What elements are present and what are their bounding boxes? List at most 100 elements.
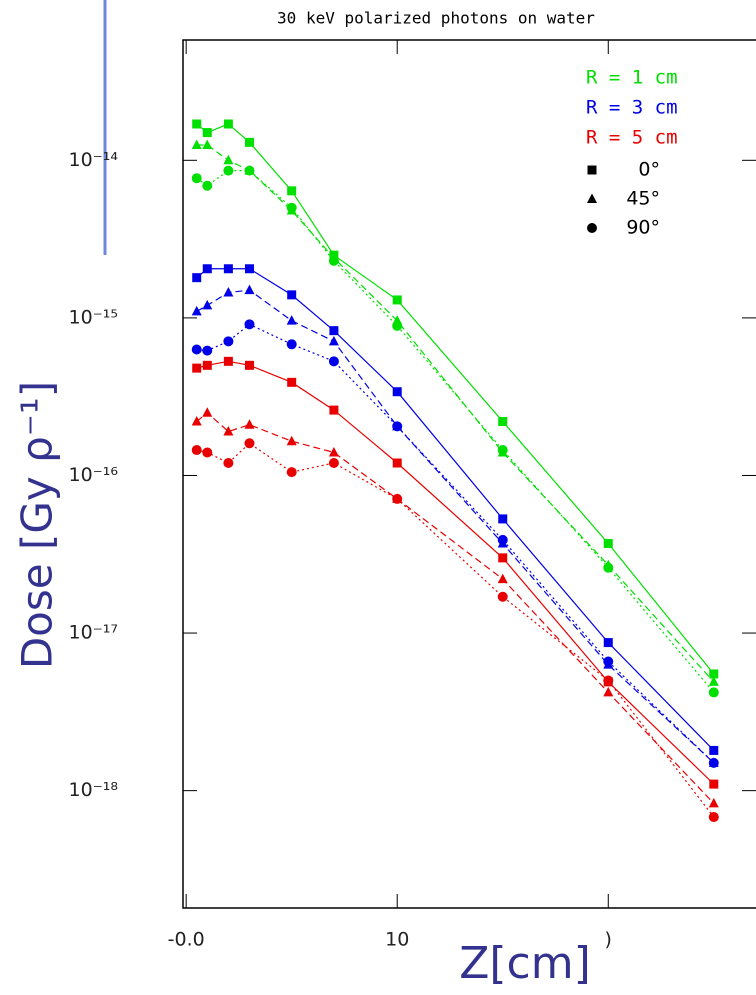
- data-point: [708, 676, 719, 686]
- legend-label: 45°: [626, 188, 660, 210]
- data-point: [223, 336, 234, 347]
- series-line: [196, 289, 715, 764]
- data-point: [202, 407, 213, 417]
- x-axis-label: Z[cm]: [459, 938, 591, 989]
- data-point: [708, 812, 719, 823]
- y-tick-label: 10⁻¹⁸: [69, 779, 118, 801]
- legend-label: 90°: [626, 217, 660, 239]
- data-point: [603, 539, 613, 549]
- x-tick-label: 10: [385, 929, 409, 951]
- data-point: [286, 467, 297, 478]
- data-point: [202, 447, 213, 458]
- data-point: [328, 457, 339, 468]
- data-point: [328, 255, 339, 266]
- data-point: [223, 356, 233, 366]
- data-point: [603, 656, 614, 667]
- data-point: [244, 319, 255, 330]
- data-point: [244, 137, 254, 147]
- data-point: [202, 345, 213, 356]
- data-point: [244, 419, 255, 429]
- plot-frame: [182, 39, 756, 909]
- data-point: [708, 757, 719, 768]
- data-point: [286, 315, 297, 325]
- data-point: [286, 435, 297, 446]
- data-point: [498, 514, 508, 524]
- data-point: [329, 405, 339, 415]
- data-point: [192, 273, 202, 283]
- data-point: [287, 377, 297, 387]
- data-point: [223, 457, 234, 468]
- data-point: [498, 417, 508, 427]
- data-point: [287, 186, 297, 196]
- data-point: [708, 687, 719, 698]
- y-tick-label: 10⁻¹⁶: [69, 464, 118, 486]
- data-point: [392, 320, 403, 331]
- data-point: [223, 426, 234, 436]
- data-point: [709, 745, 719, 755]
- chart-title: 30 keV polarized photons on water: [277, 9, 595, 28]
- legend-marker: [587, 223, 597, 233]
- data-point: [329, 326, 339, 336]
- data-point: [286, 339, 297, 350]
- data-point: [497, 534, 508, 545]
- data-point: [708, 797, 719, 808]
- y-tick-label: 10⁻¹⁴: [69, 149, 119, 171]
- data-point: [709, 669, 719, 679]
- data-point: [603, 686, 614, 697]
- data-point: [191, 173, 202, 184]
- data-point: [191, 416, 202, 426]
- y-axis-label: Dose [Gy ρ⁻¹]: [13, 381, 62, 669]
- data-point: [191, 139, 202, 150]
- y-tick-label: 10⁻¹⁵: [69, 306, 118, 328]
- series-line: [196, 360, 715, 785]
- data-point: [603, 638, 613, 648]
- data-point: [392, 295, 402, 305]
- data-point: [202, 299, 213, 310]
- legend-label: R = 3 cm: [586, 97, 678, 119]
- data-point: [202, 360, 212, 370]
- data-point: [192, 119, 202, 129]
- series-line: [196, 323, 715, 764]
- data-point: [223, 286, 234, 297]
- data-point: [603, 675, 614, 686]
- data-point: [223, 264, 233, 274]
- data-point: [244, 360, 254, 370]
- legend-marker: [587, 193, 597, 203]
- data-point: [244, 264, 254, 274]
- data-point: [328, 356, 339, 367]
- data-point: [202, 128, 212, 138]
- data-point: [191, 344, 202, 355]
- data-point: [392, 493, 403, 504]
- data-point: [191, 445, 202, 456]
- y-tick-label: 10⁻¹⁷: [69, 622, 118, 644]
- legend-label: R = 1 cm: [586, 67, 678, 89]
- data-point: [244, 165, 255, 176]
- data-point: [202, 139, 213, 150]
- x-tick-label: -0.0: [168, 929, 205, 951]
- data-point: [328, 446, 339, 457]
- data-point: [192, 363, 202, 373]
- data-point: [223, 165, 234, 176]
- data-point: [497, 445, 508, 456]
- data-point: [287, 290, 297, 300]
- data-point: [191, 305, 202, 316]
- legend-marker: [587, 165, 597, 175]
- data-point: [603, 562, 614, 573]
- legend-label: R = 5 cm: [586, 127, 678, 149]
- data-point: [244, 438, 255, 449]
- data-point: [497, 573, 508, 584]
- series-line: [196, 411, 715, 804]
- data-point: [223, 119, 233, 129]
- data-point: [709, 779, 719, 789]
- legend-label: 0°: [638, 159, 660, 181]
- series-line: [196, 442, 715, 818]
- data-point: [244, 284, 255, 295]
- data-point: [286, 202, 297, 213]
- data-point: [392, 421, 403, 432]
- series-line: [196, 170, 715, 693]
- series-line: [196, 123, 715, 675]
- data-point: [202, 180, 213, 191]
- data-point: [328, 335, 339, 346]
